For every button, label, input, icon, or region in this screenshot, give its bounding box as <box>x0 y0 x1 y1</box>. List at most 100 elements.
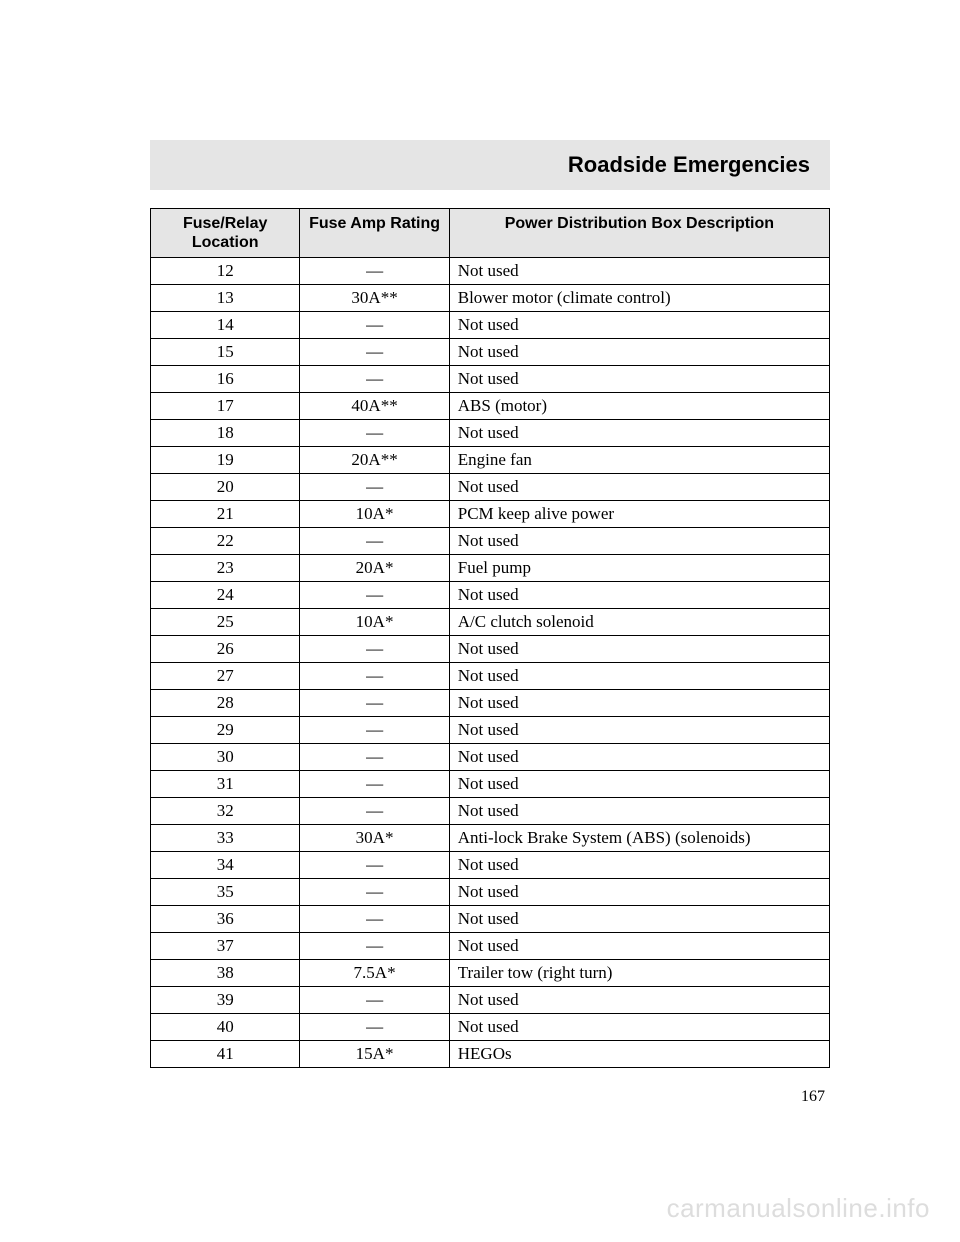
cell-location: 29 <box>151 717 300 744</box>
cell-location: 23 <box>151 555 300 582</box>
cell-description: Not used <box>449 933 829 960</box>
table-row: 387.5A*Trailer tow (right turn) <box>151 960 830 987</box>
cell-rating: 15A* <box>300 1041 449 1068</box>
cell-description: Not used <box>449 906 829 933</box>
table-row: 36—Not used <box>151 906 830 933</box>
cell-rating: — <box>300 879 449 906</box>
table-row: 15—Not used <box>151 339 830 366</box>
cell-rating: 30A* <box>300 825 449 852</box>
table-row: 4115A*HEGOs <box>151 1041 830 1068</box>
cell-rating: 10A* <box>300 609 449 636</box>
cell-rating: — <box>300 339 449 366</box>
cell-rating: 7.5A* <box>300 960 449 987</box>
cell-location: 12 <box>151 258 300 285</box>
cell-description: Not used <box>449 798 829 825</box>
table-row: 18—Not used <box>151 420 830 447</box>
table-row: 12—Not used <box>151 258 830 285</box>
cell-location: 32 <box>151 798 300 825</box>
table-row: 26—Not used <box>151 636 830 663</box>
cell-location: 24 <box>151 582 300 609</box>
cell-rating: — <box>300 528 449 555</box>
cell-description: Not used <box>449 582 829 609</box>
table-row: 35—Not used <box>151 879 830 906</box>
cell-description: Trailer tow (right turn) <box>449 960 829 987</box>
table-row: 37—Not used <box>151 933 830 960</box>
cell-description: Not used <box>449 366 829 393</box>
table-row: 2110A*PCM keep alive power <box>151 501 830 528</box>
table-row: 39—Not used <box>151 987 830 1014</box>
table-row: 31—Not used <box>151 771 830 798</box>
page-container: Roadside Emergencies Fuse/Relay Location… <box>0 0 960 1106</box>
cell-description: Fuel pump <box>449 555 829 582</box>
cell-description: Not used <box>449 663 829 690</box>
cell-location: 16 <box>151 366 300 393</box>
cell-rating: — <box>300 906 449 933</box>
table-row: 22—Not used <box>151 528 830 555</box>
cell-rating: — <box>300 744 449 771</box>
cell-description: Not used <box>449 771 829 798</box>
cell-location: 41 <box>151 1041 300 1068</box>
cell-description: Not used <box>449 420 829 447</box>
cell-description: ABS (motor) <box>449 393 829 420</box>
cell-location: 15 <box>151 339 300 366</box>
cell-location: 35 <box>151 879 300 906</box>
col-header-description: Power Distribution Box Description <box>449 209 829 258</box>
table-row: 27—Not used <box>151 663 830 690</box>
table-row: 40—Not used <box>151 1014 830 1041</box>
cell-rating: — <box>300 474 449 501</box>
cell-rating: 20A* <box>300 555 449 582</box>
section-title: Roadside Emergencies <box>568 152 810 177</box>
cell-location: 33 <box>151 825 300 852</box>
table-row: 3330A*Anti-lock Brake System (ABS) (sole… <box>151 825 830 852</box>
cell-location: 13 <box>151 285 300 312</box>
cell-description: Not used <box>449 744 829 771</box>
col-header-location: Fuse/Relay Location <box>151 209 300 258</box>
cell-description: Not used <box>449 690 829 717</box>
table-row: 24—Not used <box>151 582 830 609</box>
fuse-table: Fuse/Relay Location Fuse Amp Rating Powe… <box>150 208 830 1068</box>
table-row: 14—Not used <box>151 312 830 339</box>
watermark-text: carmanualsonline.info <box>667 1193 930 1224</box>
cell-location: 19 <box>151 447 300 474</box>
cell-description: Not used <box>449 312 829 339</box>
table-row: 1920A**Engine fan <box>151 447 830 474</box>
cell-rating: 30A** <box>300 285 449 312</box>
cell-rating: — <box>300 852 449 879</box>
table-row: 32—Not used <box>151 798 830 825</box>
cell-location: 25 <box>151 609 300 636</box>
cell-location: 34 <box>151 852 300 879</box>
cell-description: Engine fan <box>449 447 829 474</box>
cell-description: A/C clutch solenoid <box>449 609 829 636</box>
cell-location: 26 <box>151 636 300 663</box>
cell-description: Not used <box>449 717 829 744</box>
cell-location: 36 <box>151 906 300 933</box>
cell-location: 17 <box>151 393 300 420</box>
cell-rating: — <box>300 933 449 960</box>
cell-location: 40 <box>151 1014 300 1041</box>
page-number: 167 <box>150 1088 830 1106</box>
cell-rating: — <box>300 1014 449 1041</box>
cell-location: 27 <box>151 663 300 690</box>
cell-rating: 40A** <box>300 393 449 420</box>
cell-rating: — <box>300 366 449 393</box>
cell-rating: — <box>300 690 449 717</box>
table-header-row: Fuse/Relay Location Fuse Amp Rating Powe… <box>151 209 830 258</box>
cell-description: Not used <box>449 528 829 555</box>
cell-location: 14 <box>151 312 300 339</box>
cell-description: Not used <box>449 1014 829 1041</box>
cell-description: PCM keep alive power <box>449 501 829 528</box>
cell-rating: — <box>300 798 449 825</box>
cell-description: Not used <box>449 474 829 501</box>
cell-rating: 10A* <box>300 501 449 528</box>
cell-rating: — <box>300 663 449 690</box>
table-row: 28—Not used <box>151 690 830 717</box>
table-row: 29—Not used <box>151 717 830 744</box>
cell-rating: — <box>300 420 449 447</box>
table-body: 12—Not used1330A**Blower motor (climate … <box>151 258 830 1068</box>
cell-rating: — <box>300 258 449 285</box>
cell-description: Anti-lock Brake System (ABS) (solenoids) <box>449 825 829 852</box>
cell-description: Not used <box>449 636 829 663</box>
table-row: 2510A*A/C clutch solenoid <box>151 609 830 636</box>
cell-location: 18 <box>151 420 300 447</box>
section-header: Roadside Emergencies <box>150 140 830 190</box>
